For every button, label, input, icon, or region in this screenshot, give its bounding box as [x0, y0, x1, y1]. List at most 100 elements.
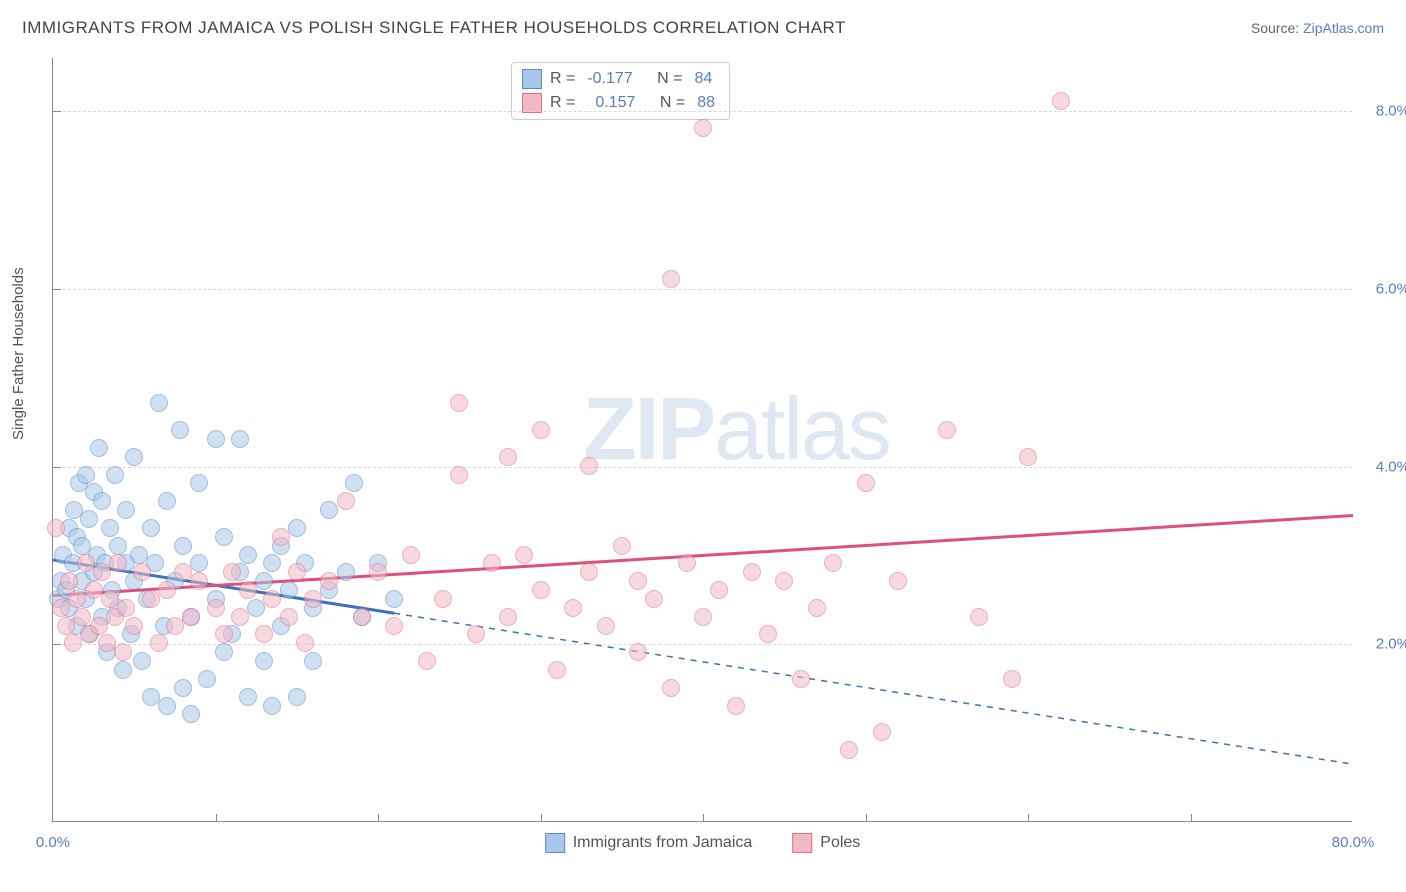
legend-label-poles: Poles	[820, 834, 860, 852]
scatter-point	[198, 670, 216, 688]
scatter-point	[174, 679, 192, 697]
scatter-point	[580, 563, 598, 581]
scatter-point	[499, 608, 517, 626]
scatter-point	[158, 581, 176, 599]
scatter-point	[938, 421, 956, 439]
scatter-point	[223, 563, 241, 581]
chart-header: IMMIGRANTS FROM JAMAICA VS POLISH SINGLE…	[22, 18, 1384, 38]
n-value-poles: 88	[693, 94, 719, 112]
gridline-h	[53, 111, 1352, 112]
scatter-point	[280, 608, 298, 626]
scatter-point	[255, 625, 273, 643]
scatter-point	[532, 581, 550, 599]
series-legend: Immigrants from Jamaica Poles	[545, 833, 861, 853]
scatter-point	[280, 581, 298, 599]
scatter-point	[694, 119, 712, 137]
scatter-point	[190, 572, 208, 590]
legend-swatch-poles	[792, 833, 812, 853]
scatter-point	[171, 421, 189, 439]
scatter-point	[296, 634, 314, 652]
scatter-point	[629, 643, 647, 661]
scatter-point	[109, 537, 127, 555]
tick-y	[53, 467, 61, 468]
scatter-point	[142, 590, 160, 608]
tick-x	[1028, 814, 1029, 822]
scatter-point	[77, 554, 95, 572]
scatter-point	[548, 661, 566, 679]
scatter-point	[450, 466, 468, 484]
scatter-point	[532, 421, 550, 439]
scatter-point	[85, 581, 103, 599]
scatter-point	[710, 581, 728, 599]
scatter-point	[385, 590, 403, 608]
legend-label-jamaica: Immigrants from Jamaica	[573, 834, 753, 852]
swatch-jamaica	[522, 69, 542, 89]
scatter-point	[320, 501, 338, 519]
watermark: ZIPatlas	[583, 378, 890, 480]
tick-y	[53, 289, 61, 290]
scatter-point	[93, 563, 111, 581]
scatter-point	[255, 572, 273, 590]
scatter-point	[215, 625, 233, 643]
n-label: N =	[660, 94, 685, 112]
scatter-point	[808, 599, 826, 617]
source-attribution: Source: ZipAtlas.com	[1251, 20, 1384, 36]
scatter-point	[345, 474, 363, 492]
scatter-point	[109, 554, 127, 572]
scatter-point	[114, 643, 132, 661]
scatter-point	[158, 697, 176, 715]
scatter-point	[182, 608, 200, 626]
scatter-point	[1052, 92, 1070, 110]
scatter-point	[434, 590, 452, 608]
tick-x	[866, 814, 867, 822]
stats-row-jamaica: R = -0.177 N = 84	[522, 67, 719, 91]
scatter-point	[106, 466, 124, 484]
gridline-h	[53, 467, 1352, 468]
scatter-point	[125, 448, 143, 466]
y-tick-label: 4.0%	[1376, 458, 1406, 475]
x-tick-label: 0.0%	[36, 834, 70, 851]
scatter-point	[215, 528, 233, 546]
scatter-point	[970, 608, 988, 626]
scatter-point	[207, 599, 225, 617]
y-tick-label: 8.0%	[1376, 103, 1406, 120]
scatter-point	[93, 492, 111, 510]
gridline-h	[53, 289, 1352, 290]
r-value-jamaica: -0.177	[583, 70, 636, 88]
r-label: R =	[550, 94, 575, 112]
scatter-point	[645, 590, 663, 608]
legend-item-jamaica: Immigrants from Jamaica	[545, 833, 753, 853]
scatter-point	[263, 697, 281, 715]
tick-x	[703, 814, 704, 822]
scatter-point	[101, 590, 119, 608]
scatter-point	[125, 617, 143, 635]
scatter-point	[743, 563, 761, 581]
gridline-h	[53, 644, 1352, 645]
scatter-point	[263, 554, 281, 572]
scatter-point	[117, 599, 135, 617]
scatter-point	[174, 563, 192, 581]
scatter-point	[597, 617, 615, 635]
x-tick-label: 80.0%	[1332, 834, 1375, 851]
scatter-point	[190, 474, 208, 492]
scatter-point	[239, 546, 257, 564]
swatch-poles	[522, 93, 542, 113]
scatter-point	[142, 688, 160, 706]
scatter-point	[158, 492, 176, 510]
scatter-point	[662, 679, 680, 697]
scatter-point	[52, 599, 70, 617]
scatter-point	[402, 546, 420, 564]
scatter-point	[288, 563, 306, 581]
scatter-point	[288, 688, 306, 706]
source-link[interactable]: ZipAtlas.com	[1303, 20, 1384, 36]
scatter-point	[98, 634, 116, 652]
scatter-point	[889, 572, 907, 590]
scatter-point	[337, 492, 355, 510]
scatter-point	[239, 688, 257, 706]
scatter-point	[231, 430, 249, 448]
scatter-point	[662, 270, 680, 288]
scatter-point	[247, 599, 265, 617]
scatter-point	[1003, 670, 1021, 688]
scatter-point	[90, 617, 108, 635]
scatter-point	[580, 457, 598, 475]
